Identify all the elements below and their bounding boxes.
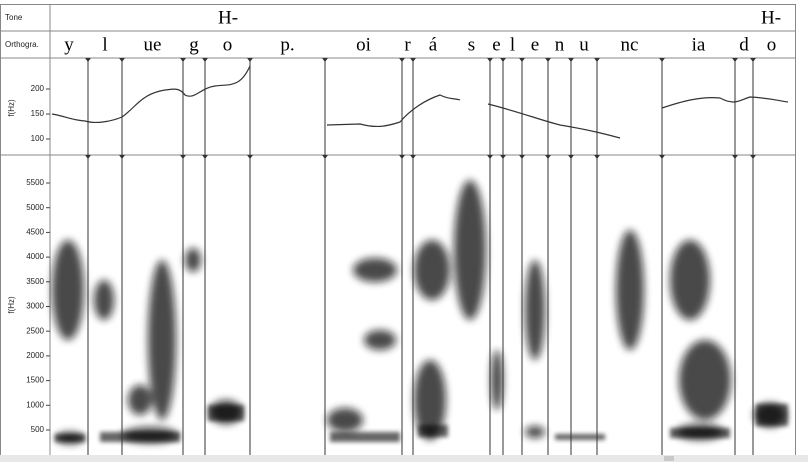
y-tick-label: 500 bbox=[31, 425, 45, 434]
pitch-contour bbox=[51, 65, 789, 139]
boundary-marker bbox=[410, 58, 416, 62]
y-tick-label: 4000 bbox=[26, 252, 44, 261]
frame bbox=[0, 4, 796, 456]
boundary-marker bbox=[519, 58, 525, 62]
scroll-thumb[interactable] bbox=[664, 456, 674, 461]
segment-label: o bbox=[223, 34, 233, 55]
boundary-marker bbox=[545, 155, 551, 159]
boundary-marker bbox=[568, 155, 574, 159]
tier-label: Orthogra. bbox=[5, 40, 39, 49]
segment-label: oi bbox=[356, 34, 371, 55]
segment-label: y bbox=[64, 34, 74, 55]
boundary-marker bbox=[500, 155, 506, 159]
boundary-marker bbox=[594, 155, 600, 159]
segment-label: d bbox=[739, 34, 749, 55]
y-tick-label: 3500 bbox=[26, 277, 44, 286]
y-tick-label: 5000 bbox=[26, 203, 44, 212]
y-tick-label: 2500 bbox=[26, 326, 44, 335]
boundary-marker bbox=[322, 155, 328, 159]
boundary-marker bbox=[594, 58, 600, 62]
scrollbar[interactable] bbox=[0, 455, 808, 462]
y-tick-label: 5500 bbox=[26, 178, 44, 187]
y-tick-label: 1500 bbox=[26, 376, 44, 385]
segment-label: l bbox=[510, 34, 515, 55]
axis-label: f(Hz) bbox=[7, 296, 16, 314]
boundary-marker bbox=[399, 155, 405, 159]
boundary-marker bbox=[202, 58, 208, 62]
boundary-marker bbox=[180, 58, 186, 62]
boundary-marker bbox=[180, 155, 186, 159]
y-tick-label: 200 bbox=[31, 84, 45, 93]
boundary-marker bbox=[519, 155, 525, 159]
spectrogram bbox=[52, 180, 786, 444]
segment-label: r bbox=[404, 34, 411, 55]
segment-label: n bbox=[555, 34, 565, 55]
y-tick-label: 4500 bbox=[26, 228, 44, 237]
segment-label: o bbox=[767, 34, 777, 55]
boundary-marker bbox=[750, 58, 756, 62]
boundary-marker bbox=[322, 58, 328, 62]
segment-label: g bbox=[189, 34, 199, 55]
segment-label: ue bbox=[144, 34, 162, 55]
boundary-marker bbox=[399, 58, 405, 62]
boundary-marker bbox=[410, 155, 416, 159]
y-tick-label: 100 bbox=[31, 134, 45, 143]
boundary-marker bbox=[119, 155, 125, 159]
boundary-marker bbox=[545, 58, 551, 62]
y-tick-label: 1000 bbox=[26, 400, 44, 409]
y-tick-label: 2000 bbox=[26, 351, 44, 360]
y-tick-label: 150 bbox=[31, 109, 45, 118]
segment-label: u bbox=[579, 34, 589, 55]
segment-label: s bbox=[468, 34, 475, 55]
boundary-marker bbox=[247, 58, 253, 62]
y-tick-label: 3000 bbox=[26, 302, 44, 311]
segment-label: e bbox=[492, 34, 500, 55]
boundary-marker bbox=[202, 155, 208, 159]
boundary-marker bbox=[568, 58, 574, 62]
boundary-marker bbox=[487, 58, 493, 62]
boundary-marker bbox=[119, 58, 125, 62]
boundary-marker bbox=[750, 155, 756, 159]
segment-label: e bbox=[531, 34, 539, 55]
boundary-marker bbox=[247, 155, 253, 159]
boundary-marker bbox=[500, 58, 506, 62]
segment-label: nc bbox=[621, 34, 639, 55]
boundary-marker bbox=[487, 155, 493, 159]
segment-label: p. bbox=[280, 34, 294, 55]
boundary-marker bbox=[659, 58, 665, 62]
axis-label: f(Hz) bbox=[7, 99, 16, 117]
tone-mark: H- bbox=[761, 7, 781, 28]
boundary-marker bbox=[85, 155, 91, 159]
boundary-marker bbox=[732, 155, 738, 159]
boundary-marker bbox=[732, 58, 738, 62]
spectrogram-detail bbox=[55, 404, 788, 442]
tone-mark: H- bbox=[218, 7, 238, 28]
boundary-marker bbox=[85, 58, 91, 62]
segment-label: á bbox=[429, 34, 438, 55]
segment-label: ia bbox=[692, 34, 706, 55]
tier-label: Tone bbox=[5, 13, 23, 22]
boundary-marker bbox=[659, 155, 665, 159]
segment-label: l bbox=[102, 34, 107, 55]
